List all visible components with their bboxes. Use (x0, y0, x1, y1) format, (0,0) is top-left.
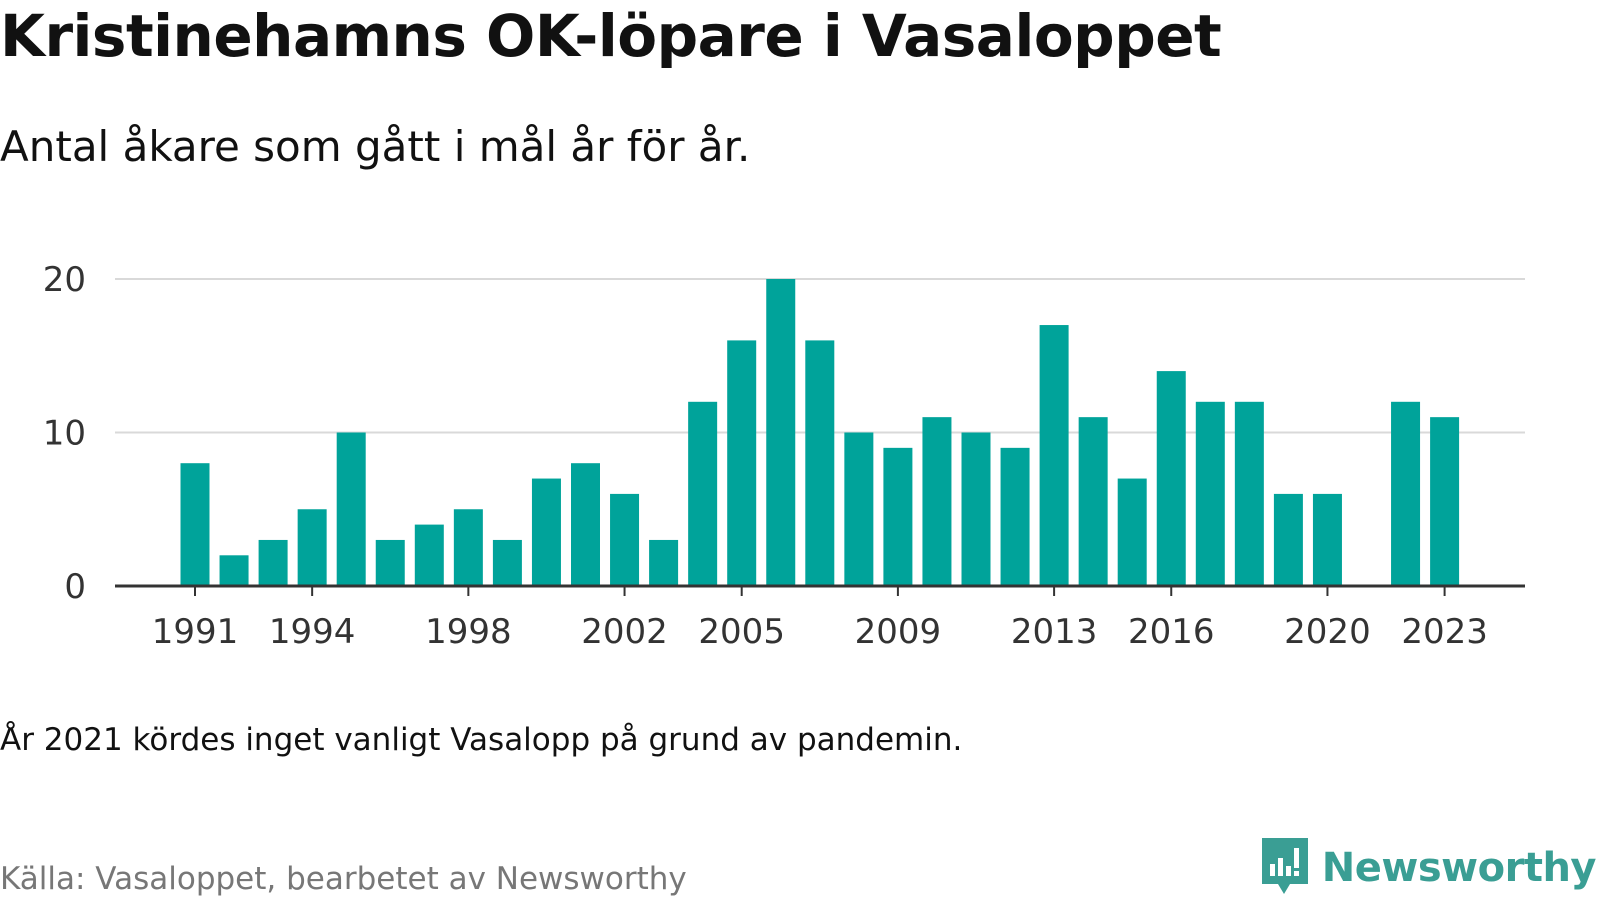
newsworthy-logo-icon (1260, 836, 1310, 900)
bar-2012 (1000, 447, 1030, 586)
x-tick-label-2002: 2002 (581, 612, 668, 652)
bar-2017 (1195, 401, 1225, 586)
x-tick-label-2023: 2023 (1401, 612, 1488, 652)
bar-2005 (727, 340, 757, 586)
brand-logo: Newsworthy (1260, 836, 1597, 900)
bar-2020 (1312, 493, 1342, 586)
chart-note: År 2021 kördes inget vanligt Vasalopp på… (0, 722, 963, 758)
bar-2011 (961, 432, 991, 586)
bar-1991 (180, 463, 210, 586)
bar-2004 (688, 401, 718, 586)
y-tick-label-20: 20 (43, 260, 86, 300)
x-tick-label-2005: 2005 (698, 612, 785, 652)
bar-2008 (844, 432, 874, 586)
bar-2010 (922, 417, 952, 586)
x-tick-label-2009: 2009 (855, 612, 942, 652)
bar-1996 (375, 539, 405, 586)
bar-1999 (492, 539, 522, 586)
bar-1993 (258, 539, 288, 586)
bar-2022 (1391, 401, 1421, 586)
y-tick-label-10: 10 (43, 414, 86, 454)
brand-name: Newsworthy (1321, 845, 1597, 891)
x-tick-label-2013: 2013 (1011, 612, 1098, 652)
bar-2019 (1273, 493, 1303, 586)
bar-1997 (414, 524, 444, 586)
chart-subtitle: Antal åkare som gått i mål år för år. (0, 122, 751, 171)
bar-2023 (1430, 417, 1460, 586)
bar-2001 (571, 463, 600, 586)
bar-2007 (805, 340, 835, 586)
bar-2013 (1039, 325, 1069, 586)
bar-chart: 0 10 20 1991 1994 1998 2002 2005 2009 2013 2016 202… (43, 260, 1525, 652)
x-tick-label-2020: 2020 (1284, 612, 1371, 652)
bar-2000 (531, 478, 561, 586)
bar-2002 (610, 493, 640, 586)
bar-2018 (1234, 401, 1264, 586)
axes (115, 584, 1525, 596)
y-tick-label-0: 0 (64, 567, 86, 607)
bar-1992 (219, 555, 249, 586)
bar-1995 (336, 432, 366, 586)
source-credit: Källa: Vasaloppet, bearbetet av Newswort… (0, 861, 687, 897)
bar-1998 (453, 509, 483, 586)
bar-2014 (1078, 417, 1108, 586)
chart-title: Kristinehamns OK-löpare i Vasaloppet (0, 2, 1222, 70)
x-tick-label-1998: 1998 (425, 612, 512, 652)
bar-2009 (883, 447, 913, 586)
bar-2003 (649, 539, 679, 586)
x-tick-label-1994: 1994 (269, 612, 356, 652)
bar-2006 (766, 279, 796, 586)
x-tick-label-2016: 2016 (1128, 612, 1215, 652)
bar-1994 (297, 509, 327, 586)
bar-2016 (1156, 371, 1186, 586)
bars (180, 279, 1460, 586)
x-tick-label-1991: 1991 (152, 612, 239, 652)
tick-labels: 0 10 20 1991 1994 1998 2002 2005 2009 2013 2016 202… (43, 260, 1488, 652)
bar-2015 (1117, 478, 1147, 586)
